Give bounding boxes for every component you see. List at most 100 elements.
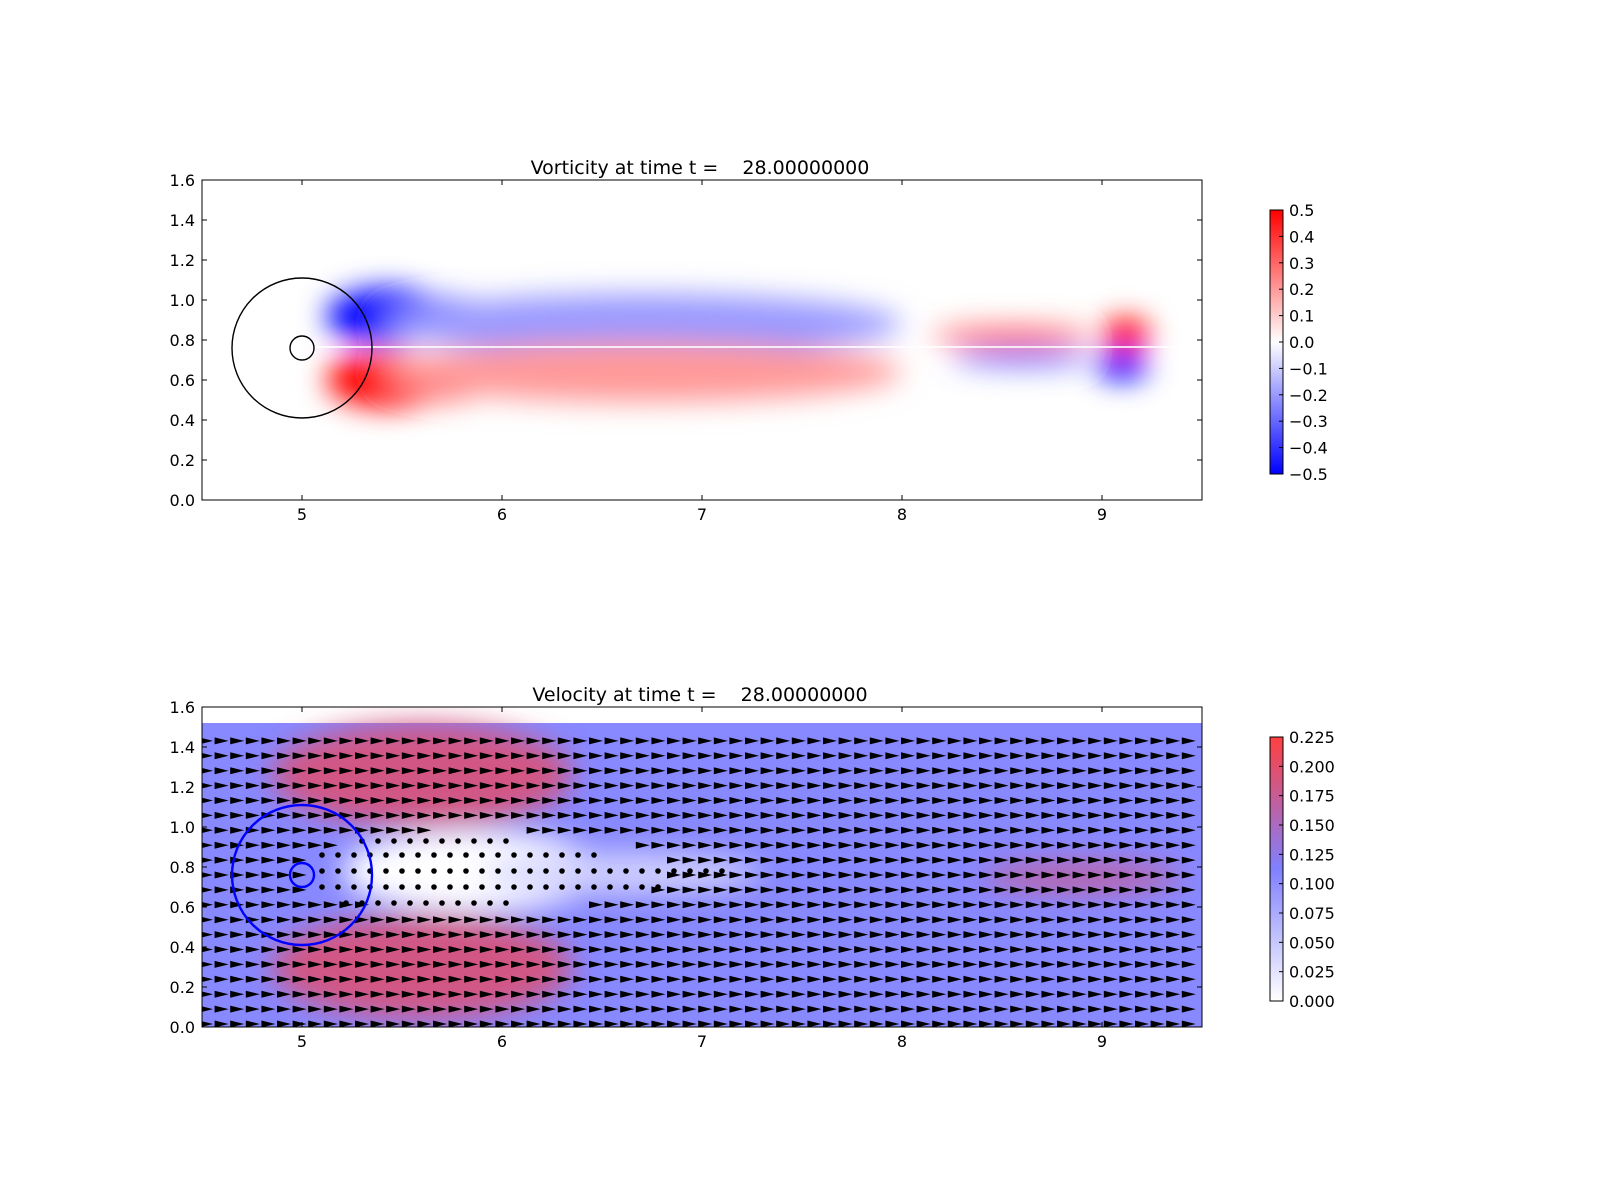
velocity-arrow [1119,990,1134,998]
velocity-arrow [495,797,510,804]
velocity-arrow [1150,841,1165,849]
velocity-arrow [479,990,494,998]
velocity-arrow [1072,871,1087,879]
velocity-arrow [807,841,822,849]
velocity-arrow [1088,1020,1103,1027]
velocity-arrow [1119,811,1134,819]
velocity-arrow [261,886,276,894]
velocity-arrow [1025,931,1040,939]
velocity-arrow [791,767,806,775]
velocity-arrow [947,811,962,819]
velocity-arrow [869,871,884,879]
velocity-arrow [667,960,681,968]
velocity-arrow [791,782,806,790]
velocity-arrow [713,752,728,760]
velocity-arrow [542,1020,557,1027]
velocity-arrow [557,1005,572,1013]
velocity-arrow [417,960,432,968]
velocity-stagnation-dot [575,868,581,874]
velocity-arrow [620,916,635,924]
velocity-arrow [979,886,993,894]
velocity-arrow [635,811,650,819]
velocity-arrow [292,946,307,953]
velocity-arrow [370,975,385,983]
velocity-arrow [885,946,900,953]
velocity-arrow [807,811,822,819]
velocity-arrow [994,960,1009,968]
velocity-arrow [401,811,416,819]
x-tick-label: 7 [697,505,707,524]
velocity-arrow [651,782,666,790]
velocity-arrow [1072,886,1087,894]
velocity-arrow [323,990,338,998]
velocity-arrow [1041,916,1056,924]
velocity-arrow [760,767,775,775]
velocity-arrow [1135,826,1149,834]
velocity-arrow [230,901,245,909]
velocity-stagnation-dot [399,852,405,858]
velocity-arrow [745,960,759,968]
velocity-arrow [1057,931,1071,939]
velocity-arrow [1057,797,1071,804]
velocity-arrow [745,856,759,864]
velocity-arrow [589,1020,603,1027]
velocity-arrow [947,946,962,953]
velocity-arrow [729,871,744,879]
velocity-arrow [667,797,681,804]
velocity-arrow [823,841,837,849]
velocity-arrow [308,811,323,819]
velocity-arrow [885,841,900,849]
velocity-arrow [1150,856,1165,864]
velocity-arrow [901,797,915,804]
velocity-arrow [323,916,338,924]
velocity-arrow [885,782,900,790]
velocity-arrow [323,1005,338,1013]
velocity-arrow [979,797,993,804]
velocity-arrow [1088,901,1103,909]
velocity-arrow [1010,886,1025,894]
velocity-arrow [854,841,869,849]
velocity-arrow [230,752,245,760]
velocity-arrow [542,737,557,745]
velocity-arrow [589,811,603,819]
velocity-arrow [495,1005,510,1013]
velocity-arrow [1150,737,1165,745]
velocity-arrow [1119,1005,1134,1013]
velocity-arrow [776,737,791,745]
velocity-arrow [277,1005,291,1013]
velocity-arrow [1166,782,1181,790]
velocity-arrow [542,916,557,924]
velocity-arrow [214,811,229,819]
velocity-arrow [479,767,494,775]
velocity-arrow [620,1020,635,1027]
velocity-arrow [1181,916,1196,924]
y-tick-label: 0.4 [170,411,195,430]
velocity-arrow [667,737,681,745]
velocity-arrow [573,811,588,819]
velocity-arrow [292,856,307,864]
velocity-arrow [1057,752,1071,760]
velocity-arrow [386,752,401,760]
velocity-arrow [635,916,650,924]
velocity-arrow [651,767,666,775]
velocity-arrow [901,811,915,819]
velocity-arrow [947,752,962,760]
velocity-arrow [1150,826,1165,834]
colorbar-tick-label: 0.1 [1289,307,1314,326]
velocity-arrow [292,841,307,849]
velocity-arrow [1041,960,1056,968]
velocity-arrow [1181,886,1196,894]
velocity-stagnation-dot [359,900,365,906]
velocity-arrow [963,1005,978,1013]
velocity-arrow [807,871,822,879]
velocity-arrow [448,811,463,819]
velocity-arrow [1041,737,1056,745]
velocity-arrow [745,886,759,894]
velocity-arrow [339,916,354,924]
velocity-arrow [1057,811,1071,819]
velocity-arrow [370,931,385,939]
velocity-arrow [479,960,494,968]
velocity-arrow [932,916,947,924]
velocity-stagnation-dot [383,852,389,858]
velocity-arrow [682,1020,697,1027]
